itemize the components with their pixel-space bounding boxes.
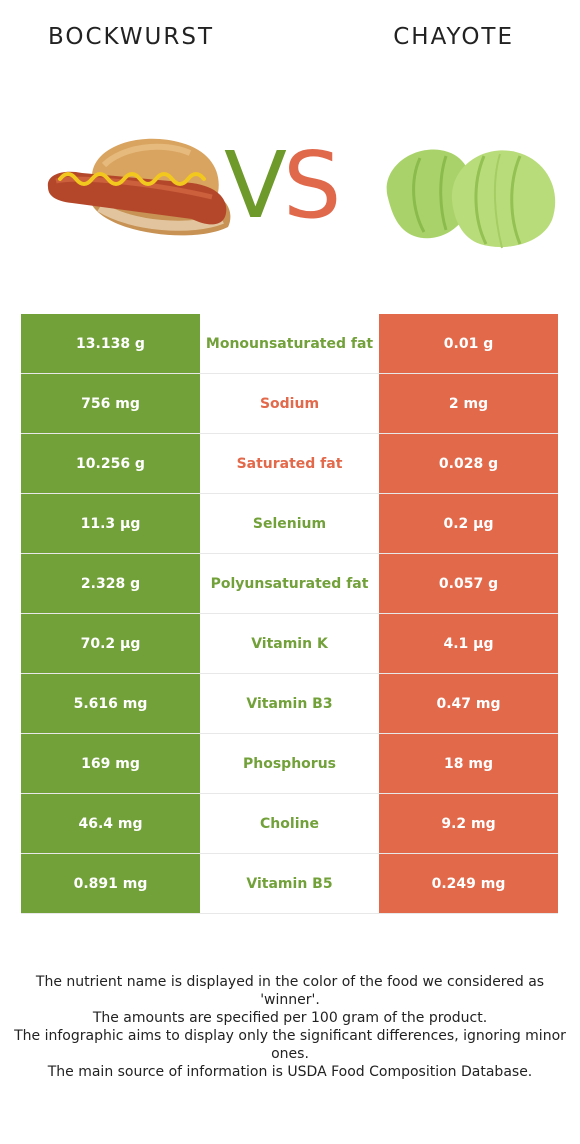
chayote-value: 0.057 g — [379, 553, 558, 614]
chayote-value: 0.01 g — [379, 314, 558, 374]
left-food-title: BOCKWURST — [48, 24, 215, 50]
nutrient-name: Choline — [200, 793, 379, 854]
chayote-value: 2 mg — [379, 373, 558, 434]
table-row: 10.256 g Saturated fat 0.028 g — [21, 433, 558, 494]
chayote-value: 9.2 mg — [379, 793, 558, 854]
bockwurst-value: 5.616 mg — [21, 673, 200, 734]
table-row: 11.3 µg Selenium 0.2 µg — [21, 493, 558, 554]
footer-line: The infographic aims to display only the… — [14, 1028, 566, 1062]
chayote-value: 4.1 µg — [379, 613, 558, 674]
footer-line: The amounts are specified per 100 gram o… — [92, 1010, 488, 1026]
footer-notes: The nutrient name is displayed in the co… — [10, 973, 570, 1081]
right-food-title: CHAYOTE — [393, 24, 514, 50]
chayote-value: 0.2 µg — [379, 493, 558, 554]
nutrient-name: Selenium — [200, 493, 379, 554]
chayote-value: 0.47 mg — [379, 673, 558, 734]
nutrient-name: Sodium — [200, 373, 379, 434]
bockwurst-value: 0.891 mg — [21, 853, 200, 914]
nutrient-comparison-table: 13.138 g Monounsaturated fat 0.01 g 756 mg S… — [21, 314, 558, 914]
nutrient-name: Vitamin B5 — [200, 853, 379, 914]
bockwurst-value: 169 mg — [21, 733, 200, 794]
bockwurst-value: 2.328 g — [21, 553, 200, 614]
chayote-value: 0.249 mg — [379, 853, 558, 914]
nutrient-name: Saturated fat — [200, 433, 379, 494]
bockwurst-value: 756 mg — [21, 373, 200, 434]
table-row: 70.2 µg Vitamin K 4.1 µg — [21, 613, 558, 674]
table-row: 13.138 g Monounsaturated fat 0.01 g — [21, 314, 558, 374]
nutrient-name: Vitamin B3 — [200, 673, 379, 734]
table-row: 46.4 mg Choline 9.2 mg — [21, 793, 558, 854]
chayote-image — [386, 149, 556, 249]
vs-v: V — [224, 132, 287, 239]
footer-line: The main source of information is USDA F… — [47, 1064, 533, 1080]
table-row: 169 mg Phosphorus 18 mg — [21, 733, 558, 794]
chayote-value: 0.028 g — [379, 433, 558, 494]
table-row: 2.328 g Polyunsaturated fat 0.057 g — [21, 553, 558, 614]
bockwurst-value: 70.2 µg — [21, 613, 200, 674]
bockwurst-value: 10.256 g — [21, 433, 200, 494]
chayote-value: 18 mg — [379, 733, 558, 794]
table-row: 0.891 mg Vitamin B5 0.249 mg — [21, 853, 558, 914]
nutrient-name: Polyunsaturated fat — [200, 553, 379, 614]
nutrient-name: Phosphorus — [200, 733, 379, 794]
table-row: 5.616 mg Vitamin B3 0.47 mg — [21, 673, 558, 734]
nutrient-name: Vitamin K — [200, 613, 379, 674]
bockwurst-value: 46.4 mg — [21, 793, 200, 854]
footer-line: The nutrient name is displayed in the co… — [35, 974, 545, 1008]
bockwurst-value: 13.138 g — [21, 314, 200, 374]
bockwurst-image — [47, 138, 231, 236]
bockwurst-value: 11.3 µg — [21, 493, 200, 554]
vs-s: S — [282, 132, 341, 239]
nutrient-name: Monounsaturated fat — [200, 314, 379, 374]
table-row: 756 mg Sodium 2 mg — [21, 373, 558, 434]
vs-label: VS — [224, 140, 341, 232]
